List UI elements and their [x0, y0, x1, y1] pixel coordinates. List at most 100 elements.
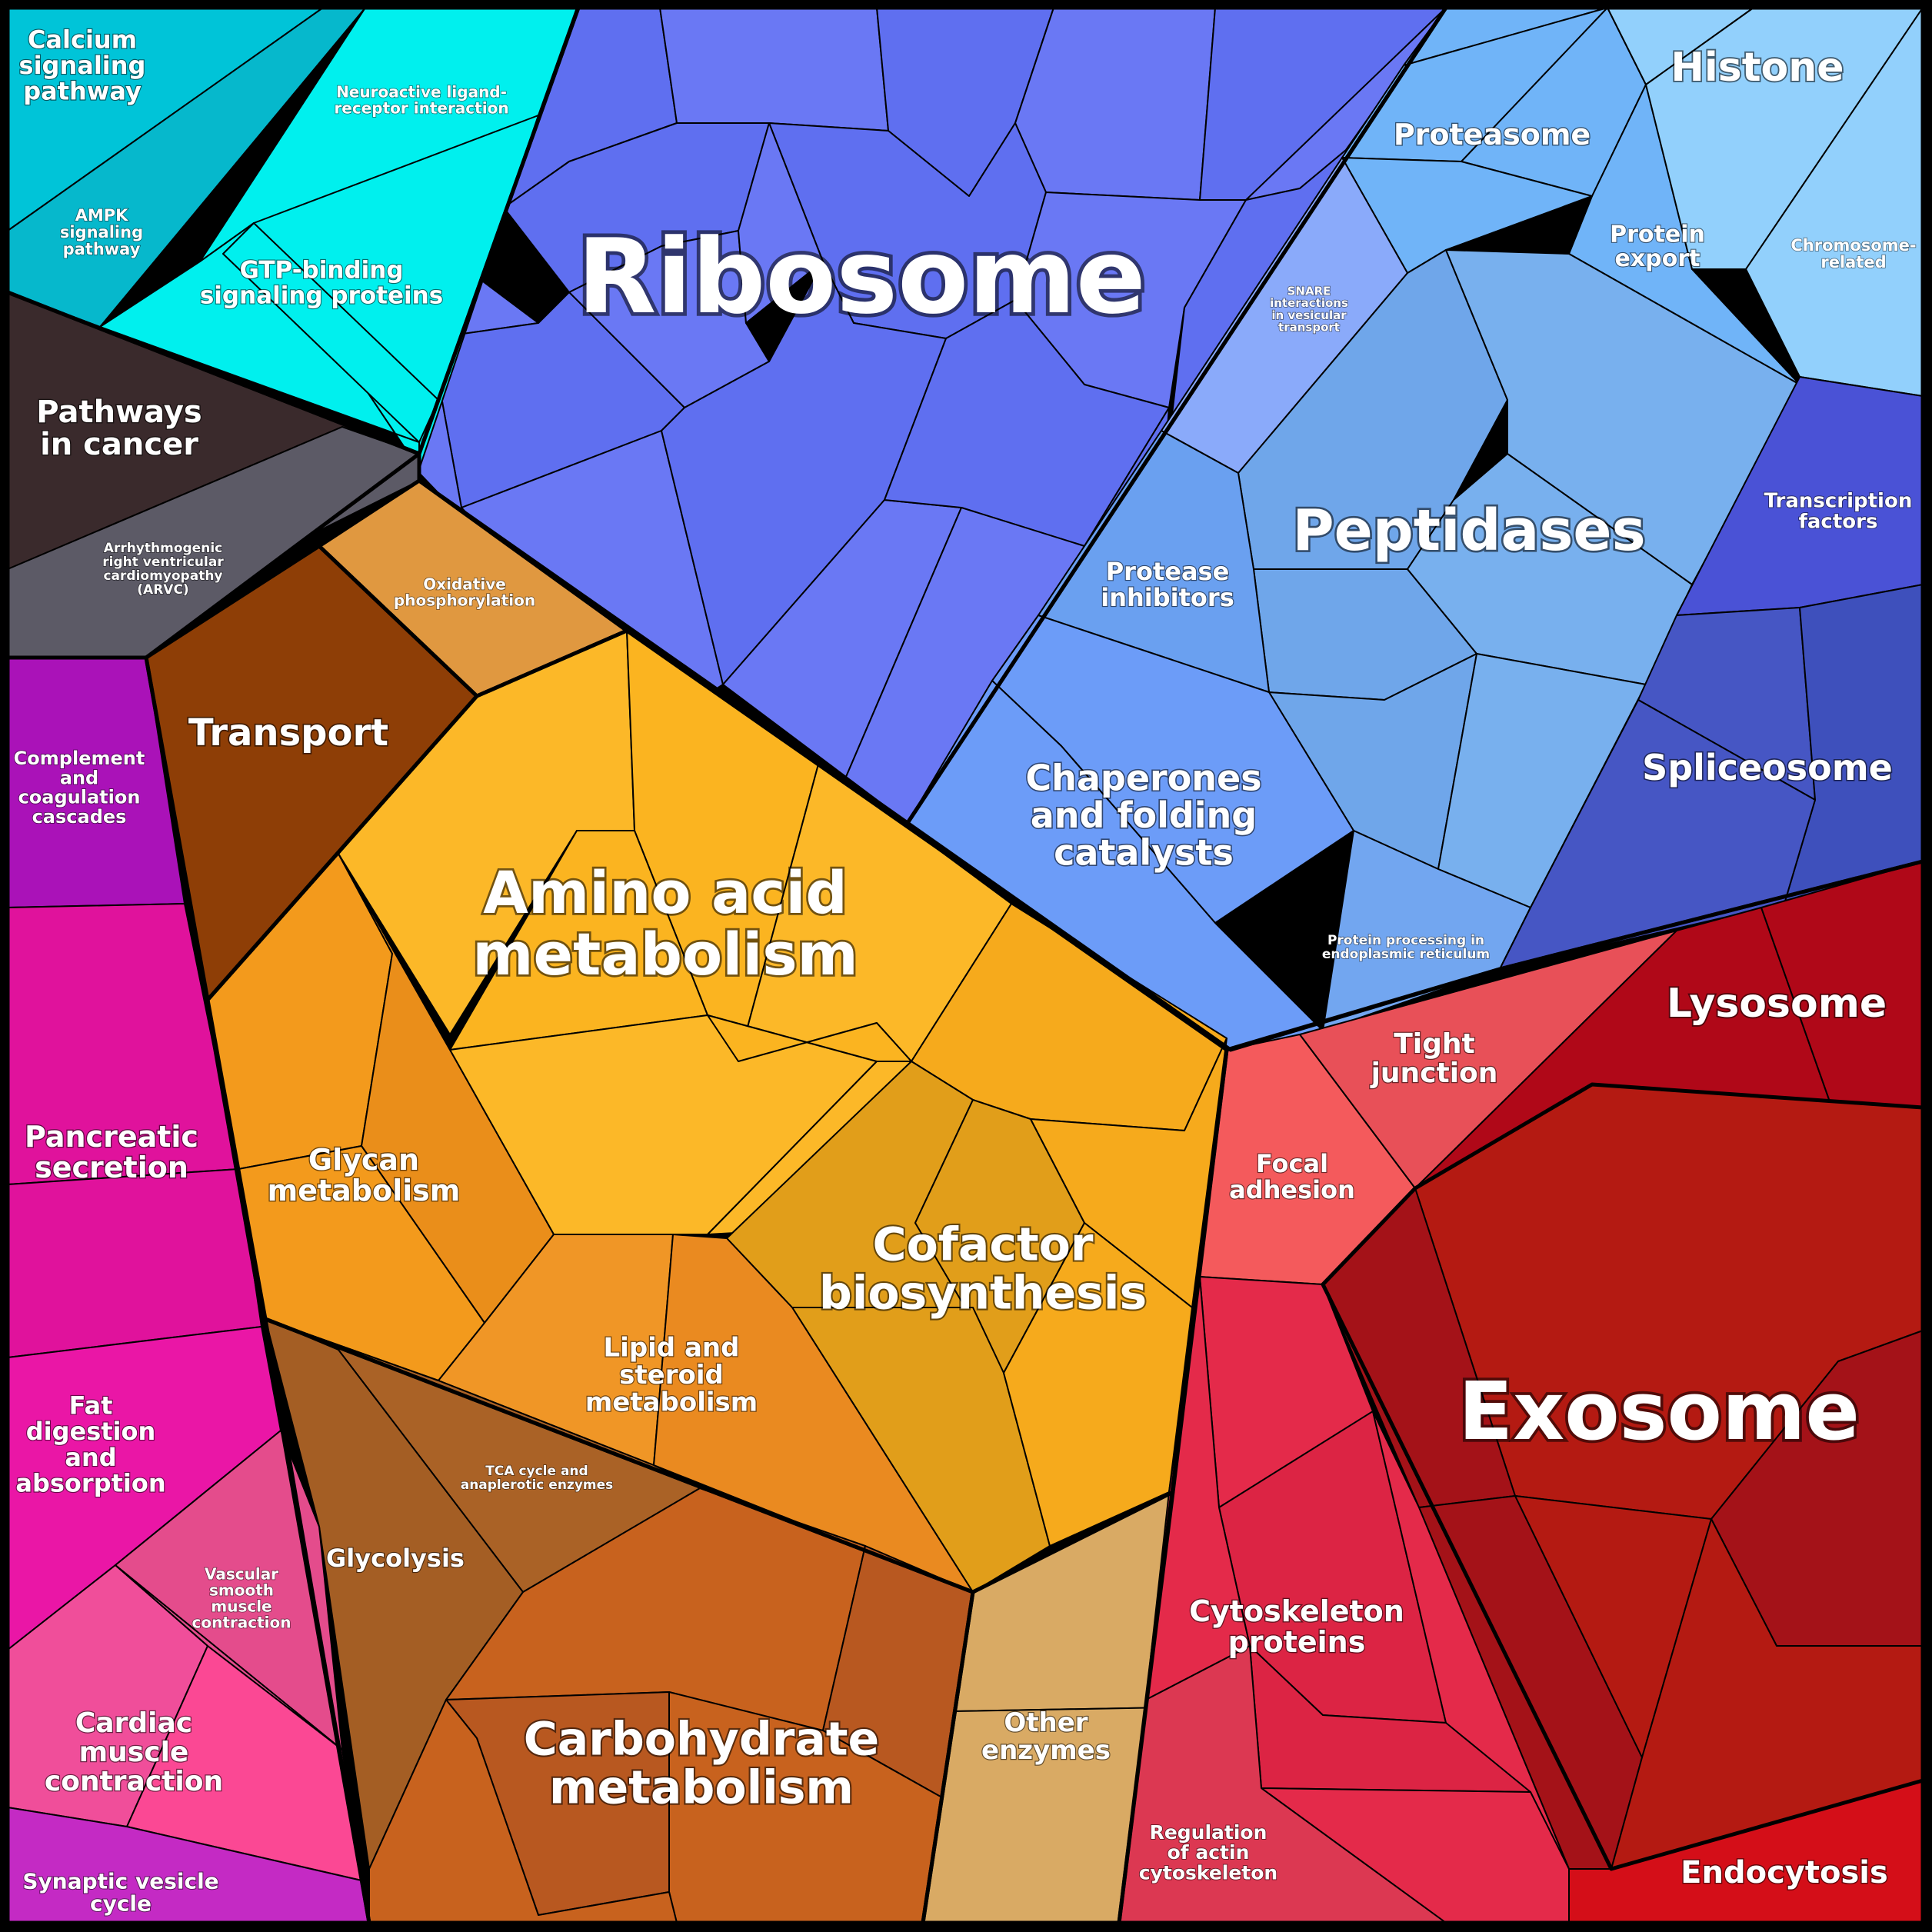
- gtp-label-line: GTP-binding: [239, 257, 403, 285]
- actin-label-line: cytoskeleton: [1139, 1861, 1277, 1884]
- spliceosome-label-line: Spliceosome: [1642, 747, 1893, 788]
- lysosome-label: Lysosome: [1667, 981, 1887, 1027]
- neuroactive-label-line: receptor interaction: [334, 99, 508, 118]
- ribosome-label: Ribosome: [577, 217, 1145, 337]
- cardiac-label: Cardiac muscle contraction: [45, 1707, 223, 1797]
- cofactor-cell: [1030, 1038, 1227, 1308]
- snare-label-line: in vesicular: [1271, 308, 1347, 322]
- ribosome-label-line: Ribosome: [577, 217, 1145, 337]
- cytoskeleton-label-line: Cytoskeleton: [1189, 1594, 1404, 1628]
- chromosome-label-line: related: [1820, 253, 1886, 271]
- fat-label: Fat digestion and absorption: [15, 1391, 165, 1498]
- lipid-label-line: Lipid and: [604, 1332, 740, 1363]
- er-processing-label-line: Protein processing in: [1327, 933, 1484, 948]
- gtp-label: GTP-binding signaling proteins: [200, 257, 443, 310]
- oxphos-label-line: Oxidative: [423, 575, 506, 594]
- spliceosome-cell: [1499, 699, 1816, 970]
- vascular-label-line: smooth: [209, 1581, 274, 1600]
- vascular-label: Vascular smooth muscle contraction: [192, 1565, 291, 1632]
- er-processing-label: Protein processing in endoplasmic reticul…: [1322, 933, 1490, 962]
- pathway-labels: Ribosome Peptidases Proteasome Histone Prote…: [13, 24, 1917, 1917]
- proteasome-label: Proteasome: [1394, 118, 1591, 152]
- complement-label-line: coagulation: [18, 787, 141, 808]
- peptidases-label-line: Peptidases: [1292, 498, 1645, 564]
- pancreatic-label-line: Pancreatic: [25, 1120, 198, 1154]
- protein-export-label-line: Protein: [1610, 221, 1705, 248]
- chaperones-label: Chaperones and folding catalysts: [1025, 758, 1261, 874]
- snare-label-line: SNARE: [1287, 284, 1331, 298]
- oxphos-label-line: phosphorylation: [394, 591, 535, 610]
- amino-acid-cell: [707, 1014, 912, 1062]
- complement-label-line: Complement: [14, 748, 145, 769]
- vascular-cell: [115, 1564, 343, 1750]
- calcium-label-line: Calcium: [28, 25, 137, 54]
- transcription-label-line: Transcription: [1764, 489, 1913, 512]
- tight-label-line: junction: [1370, 1057, 1498, 1088]
- pancreatic-cell: [7, 1168, 262, 1358]
- transport-label-line: Transport: [188, 711, 388, 754]
- other-enzymes-label-line: enzymes: [981, 1735, 1111, 1766]
- synaptic-label-line: cycle: [90, 1890, 152, 1916]
- lysosome-label-line: Lysosome: [1667, 981, 1887, 1027]
- lipid-label-line: metabolism: [585, 1387, 758, 1418]
- lipid-label: Lipid and steroid metabolism: [585, 1332, 758, 1417]
- tight-label: Tight junction: [1370, 1028, 1498, 1089]
- vascular-label-line: muscle: [211, 1597, 271, 1616]
- ribosome-cell: [738, 122, 824, 324]
- fat-label-line: absorption: [15, 1468, 165, 1497]
- lipid-label-line: steroid: [619, 1360, 724, 1391]
- tca-label-line: anaplerotic enzymes: [461, 1477, 614, 1493]
- histone-label: Histone: [1671, 45, 1844, 91]
- cofactor-cell: [1003, 1222, 1193, 1547]
- actin-label-line: of actin: [1168, 1841, 1250, 1864]
- cofactor-label-line: biosynthesis: [819, 1267, 1147, 1321]
- arvc-label-line: Arrhythmogenic: [104, 541, 222, 556]
- histone-label-line: Histone: [1671, 45, 1844, 91]
- glycan-label-line: metabolism: [268, 1174, 461, 1208]
- cardiac-label-line: Cardiac: [75, 1707, 192, 1739]
- calcium-label-line: signaling: [19, 51, 146, 80]
- protein-export-label-line: export: [1615, 245, 1700, 271]
- protein-export-label: Protein export: [1610, 221, 1705, 272]
- protease-inhibitors-label: Protease inhibitors: [1101, 557, 1234, 612]
- gtp-label-line: signaling proteins: [200, 281, 443, 309]
- er-processing-label-line: endoplasmic reticulum: [1322, 947, 1490, 962]
- cardiac-label-line: muscle: [79, 1737, 189, 1768]
- endocytosis-label: Endocytosis: [1681, 1855, 1888, 1890]
- ampk-label: AMPK signaling pathway: [60, 206, 143, 258]
- carb-label-line: metabolism: [549, 1761, 854, 1815]
- pancreatic-label: Pancreatic secretion: [25, 1120, 198, 1184]
- cofactor-label: Cofactor biosynthesis: [819, 1218, 1147, 1321]
- calcium-label-line: pathway: [23, 77, 142, 106]
- pancreatic-label-line: secretion: [35, 1151, 188, 1184]
- fat-label-line: and: [65, 1443, 116, 1472]
- calcium-label: Calcium signaling pathway: [19, 25, 146, 105]
- amino-label-line: Amino acid: [483, 858, 848, 927]
- cardiac-label-line: contraction: [45, 1765, 223, 1797]
- actin-label-line: Regulation: [1150, 1820, 1267, 1843]
- arvc-label-line: right ventricular: [102, 555, 224, 570]
- amino-label: Amino acid metabolism: [472, 858, 858, 988]
- focal-label: Focal adhesion: [1229, 1149, 1355, 1204]
- glycolysis-label-line: Glycolysis: [326, 1544, 465, 1573]
- ribosome-cell: [1014, 7, 1216, 201]
- synaptic-label: Synaptic vesicle cycle: [22, 1868, 218, 1916]
- peptidases-label: Peptidases: [1292, 498, 1645, 564]
- cytoskeleton-label-line: proteins: [1228, 1625, 1366, 1659]
- proteasome-label-line: Proteasome: [1394, 118, 1591, 152]
- spliceosome-label: Spliceosome: [1642, 747, 1893, 788]
- arvc-label-line: (ARVC): [137, 582, 188, 598]
- endocytosis-label-line: Endocytosis: [1681, 1855, 1888, 1890]
- chaperones-label-line: and folding: [1031, 794, 1257, 836]
- amino-label-line: metabolism: [472, 919, 858, 988]
- oxphos-label: Oxidative phosphorylation: [394, 575, 535, 610]
- ampk-label-line: AMPK: [75, 206, 129, 225]
- other-enzymes-label: Other enzymes: [981, 1707, 1111, 1766]
- ampk-label-line: pathway: [63, 240, 141, 258]
- pathways-cancer-label: Pathways in cancer: [36, 395, 202, 462]
- tca-label-line: TCA cycle and: [485, 1464, 588, 1479]
- chaperones-label-line: catalysts: [1054, 831, 1234, 873]
- cytoskeleton-label: Cytoskeleton proteins: [1189, 1594, 1404, 1659]
- glycan-label: Glycan metabolism: [268, 1143, 461, 1208]
